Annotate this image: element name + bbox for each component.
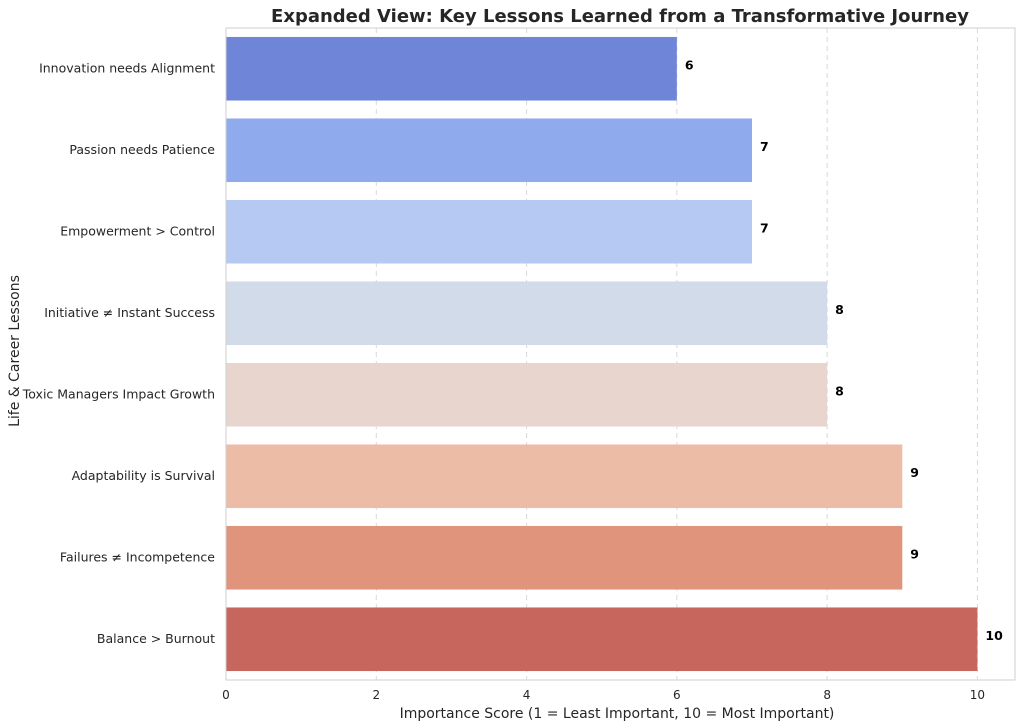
value-labels: 6 7 7 8 8 9 9 10 [685,57,1003,643]
bar [226,118,752,183]
category-label: Initiative ≠ Instant Success [44,305,215,320]
x-tick-label: 6 [673,688,681,702]
bar [226,444,903,509]
category-label: Empowerment > Control [60,223,215,238]
bar [226,362,828,427]
category-label: Failures ≠ Incompetence [60,549,215,564]
data-label: 8 [835,302,844,317]
data-label: 6 [685,57,694,72]
data-label: 7 [760,220,769,235]
category-labels: Innovation needs Alignment Passion needs … [22,60,216,646]
plot-frame [225,27,1016,681]
data-label: 9 [910,546,919,561]
category-label: Adaptability is Survival [72,468,215,483]
chart-title: Expanded View: Key Lessons Learned from … [271,6,969,27]
x-axis-label: Importance Score (1 = Least Important, 1… [400,706,835,722]
bars-layer [226,36,978,672]
x-tick-label: 4 [523,688,531,702]
data-label: 9 [910,465,919,480]
data-label: 10 [985,628,1003,643]
bar [226,607,978,672]
bar [226,36,677,101]
category-label: Balance > Burnout [97,631,215,646]
y-axis-label: Life & Career Lessons [7,275,23,427]
category-label: Innovation needs Alignment [39,60,215,75]
bar [226,525,903,590]
bar [226,199,752,264]
x-tick-label: 2 [372,688,380,702]
x-tick-label: 0 [222,688,230,702]
x-tick-label: 8 [823,688,831,702]
category-label: Toxic Managers Impact Growth [22,386,215,401]
data-label: 8 [835,383,844,398]
category-label: Passion needs Patience [69,142,215,157]
bar [226,281,828,346]
ticks-layer: 0 2 4 6 8 10 [222,688,985,702]
x-tick-label: 10 [970,688,985,702]
data-label: 7 [760,139,769,154]
